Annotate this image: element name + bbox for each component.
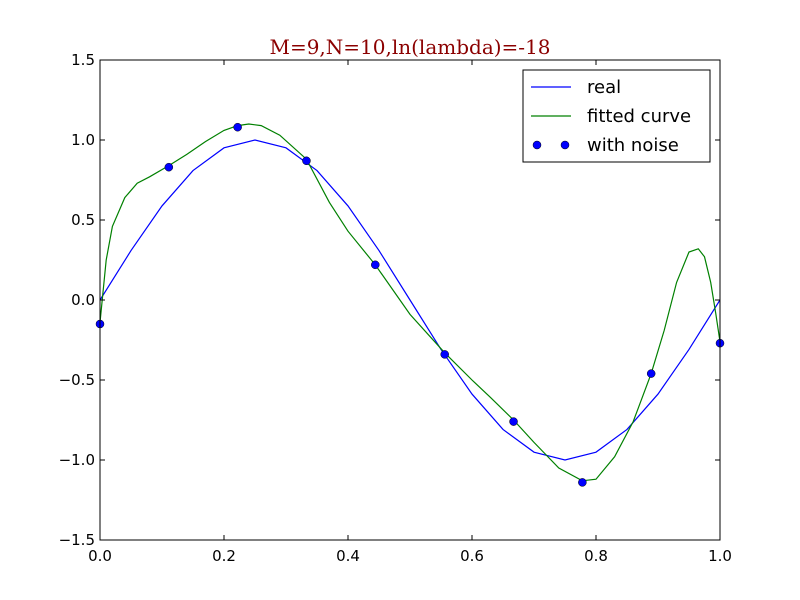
data-point — [440, 350, 449, 359]
series-line-real — [100, 139, 720, 461]
legend-label: with noise — [587, 135, 679, 156]
data-point — [646, 369, 656, 378]
legend-marker — [560, 140, 570, 150]
legend-entry: real — [531, 77, 621, 98]
axes-frame — [99, 59, 721, 541]
data-point — [302, 156, 311, 166]
y-tick-label: 0.0 — [71, 291, 95, 309]
y-axis: 1.5 1.0 0.5 0.0 −0.5 −1.0 −1.5 — [59, 51, 720, 549]
chart-title: M=9,N=10,ln(lambda)=-18 — [269, 35, 550, 59]
data-point — [164, 162, 174, 172]
data-point — [371, 260, 380, 270]
legend-entry: fitted curve — [531, 106, 691, 127]
series-line-fitted-curve — [100, 123, 720, 482]
data-point — [578, 478, 587, 487]
legend-entry: with noise — [532, 135, 679, 156]
y-tick-label: 1.5 — [71, 51, 95, 69]
x-axis: 0.0 0.2 0.4 0.6 0.8 1.0 — [88, 60, 732, 565]
x-tick-label: 1.0 — [708, 547, 732, 565]
legend-label: real — [587, 77, 621, 98]
legend-label: fitted curve — [587, 106, 691, 127]
x-tick-label: 0.8 — [584, 547, 608, 565]
plot-area — [95, 122, 725, 487]
x-tick-label: 0.6 — [460, 547, 484, 565]
x-tick-label: 0.4 — [336, 547, 360, 565]
legend: real fitted curve with noise — [522, 69, 711, 163]
legend-marker — [532, 140, 542, 150]
y-tick-label: −1.5 — [59, 531, 95, 549]
data-point — [233, 122, 242, 132]
y-tick-label: −0.5 — [59, 371, 95, 389]
data-point — [509, 417, 518, 426]
x-tick-label: 0.2 — [212, 547, 236, 565]
y-tick-label: 1.0 — [71, 131, 95, 149]
x-tick-label: 0.0 — [88, 547, 112, 565]
y-tick-label: 0.5 — [71, 211, 95, 229]
y-tick-label: −1.0 — [59, 451, 95, 469]
